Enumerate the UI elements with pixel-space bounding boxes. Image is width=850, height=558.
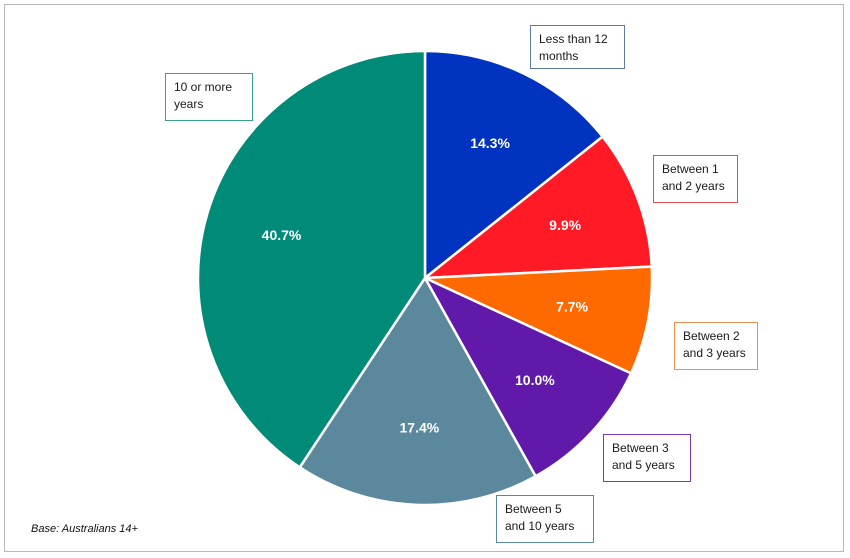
slice-value-label-5: 40.7% — [262, 227, 302, 243]
callout-less-than-12-months: Less than 12 months — [530, 25, 625, 69]
pie-slice-5 — [196, 49, 427, 470]
callout-between-1-and-2-years: Between 1 and 2 years — [653, 155, 738, 203]
slice-value-label-1: 9.9% — [549, 217, 581, 233]
pie-slice-0 — [423, 49, 605, 281]
chart-frame: 14.3% 9.9% 7.7% 10.0% 17.4% 40.7% Less than 1… — [4, 4, 844, 552]
callout-between-2-and-3-years: Between 2 and 3 years — [674, 322, 758, 370]
slice-value-label-3: 10.0% — [515, 372, 555, 388]
callout-between-3-and-5-years: Between 3 and 5 years — [603, 434, 691, 482]
callout-between-5-and-10-years: Between 5 and 10 years — [496, 495, 594, 543]
pie-slice-1 — [421, 134, 654, 280]
slice-value-label-4: 17.4% — [400, 420, 440, 436]
slice-value-label-0: 14.3% — [470, 135, 510, 151]
pie-slice-4 — [298, 275, 538, 507]
slice-value-label-2: 7.7% — [556, 299, 588, 315]
pie-chart: 14.3% 9.9% 7.7% 10.0% 17.4% 40.7% — [196, 49, 654, 507]
pie-slice-3 — [422, 275, 633, 478]
pie-slice-2 — [424, 265, 654, 376]
callout-10-or-more-years: 10 or more years — [165, 73, 253, 121]
base-footnote: Base: Australians 14+ — [31, 523, 138, 535]
